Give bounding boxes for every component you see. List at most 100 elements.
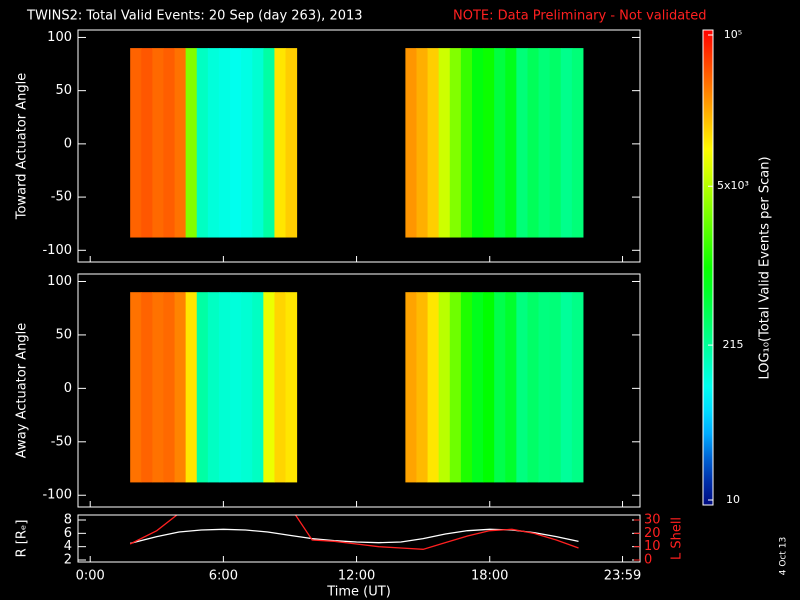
y-axis-label: Toward Actuator Angle [15, 73, 30, 220]
heatmap-cell [230, 292, 242, 483]
heatmap-cell [483, 292, 495, 483]
x-tick-label: 23:59 [604, 569, 641, 584]
line-series [129, 515, 579, 550]
heatmap-cell [252, 292, 264, 483]
heatmap-cell [438, 48, 451, 238]
heatmap-cell [483, 48, 495, 238]
y2-tick-label: 0 [644, 553, 652, 568]
y-tick-label: 4 [64, 539, 72, 554]
y-tick-label: -100 [42, 488, 72, 503]
y-tick-label: 2 [64, 553, 72, 568]
heatmap-cell [516, 48, 528, 238]
y-axis-label: R [Rₑ] [15, 520, 30, 558]
panel [130, 48, 584, 238]
heatmap-cell [549, 48, 562, 238]
heatmap-cell [252, 48, 264, 238]
heatmap-cell [560, 48, 573, 238]
heatmap-cell [494, 48, 506, 238]
heatmap-cell [527, 48, 540, 238]
heatmap-cell [152, 292, 164, 483]
panel-frame [77, 514, 641, 563]
heatmap-cell [460, 292, 473, 483]
heatmap-cell [196, 292, 209, 483]
colorbar-tick-label: 10 [726, 493, 740, 506]
heatmap-cell [285, 292, 298, 483]
heatmap-cell [141, 292, 153, 483]
heatmap-cell [460, 48, 473, 238]
y2-tick-label: 10 [644, 539, 661, 554]
heatmap-cell [449, 292, 462, 483]
x-tick-label: 6:00 [209, 569, 238, 584]
y2-tick-label: 20 [644, 526, 661, 541]
heatmap-cell [274, 292, 287, 483]
heatmap-cell [174, 48, 187, 238]
heatmap-cell [218, 48, 231, 238]
heatmap-cell [185, 292, 198, 483]
heatmap-cell [274, 48, 287, 238]
heatmap-cell [163, 292, 176, 483]
heatmap-cell [516, 292, 528, 483]
colorbar [702, 29, 714, 506]
heatmap-cell [549, 292, 562, 483]
heatmap-cell [449, 48, 462, 238]
heatmap-cell [471, 48, 484, 238]
y-tick-label: -50 [51, 434, 72, 449]
heatmap-cell [163, 48, 176, 238]
x-tick-label: 0:00 [76, 569, 105, 584]
heatmap-cell [427, 292, 440, 483]
date-stamp: 4 Oct 13 [779, 537, 789, 575]
heatmap-cell [438, 292, 451, 483]
panel-frame [77, 29, 641, 263]
heatmap-cell [130, 48, 142, 238]
heatmap-cell [427, 48, 440, 238]
heatmap-cell [527, 292, 540, 483]
colorbar-tick-label: 10⁵ [724, 28, 742, 41]
heatmap-cell [285, 48, 298, 238]
heatmap-cell [241, 292, 253, 483]
heatmap-cell [207, 292, 220, 483]
heatmap-cell [230, 48, 242, 238]
heatmap-cell [494, 292, 506, 483]
heatmap-cell [263, 48, 275, 238]
y-tick-label: 100 [47, 274, 72, 289]
heatmap-cell [571, 292, 584, 483]
heatmap-cell [505, 48, 517, 238]
heatmap-cell [471, 292, 484, 483]
y-tick-label: -100 [42, 243, 72, 258]
y-tick-label: -50 [51, 190, 72, 205]
y2-axis-label: L Shell [670, 517, 685, 560]
y-tick-label: 50 [55, 83, 72, 98]
heatmap-cell [405, 292, 417, 483]
colorbar-label: LOG₁₀(Total Valid Events per Scan) [758, 156, 773, 379]
heatmap-cell [185, 48, 198, 238]
colorbar-tick-label: 215 [723, 338, 744, 351]
heatmap-cell [207, 48, 220, 238]
y-tick-label: 6 [64, 526, 72, 541]
y-tick-label: 8 [64, 513, 72, 528]
panel [130, 292, 584, 483]
colorbar-tick-label: 5x10³ [717, 179, 749, 192]
y-tick-label: 0 [64, 381, 72, 396]
y2-tick-label: 30 [644, 513, 661, 528]
y-tick-label: 100 [47, 30, 72, 45]
y-axis-label: Away Actuator Angle [15, 323, 30, 458]
heatmap-cell [130, 292, 142, 483]
heatmap-cell [218, 292, 231, 483]
title: TWINS2: Total Valid Events: 20 Sep (day … [26, 9, 363, 24]
heatmap-cell [571, 48, 584, 238]
heatmap-cell [405, 48, 417, 238]
heatmap-cell [416, 292, 429, 483]
heatmap-cell [505, 292, 517, 483]
heatmap-cell [560, 292, 573, 483]
heatmap-cell [152, 48, 164, 238]
heatmap-cell [416, 48, 429, 238]
y-tick-label: 0 [64, 136, 72, 151]
x-tick-label: 18:00 [471, 569, 508, 584]
heatmap-cell [141, 48, 153, 238]
panel-frame [77, 273, 641, 508]
heatmap-cell [241, 48, 253, 238]
note: NOTE: Data Preliminary - Not validated [453, 9, 707, 24]
heatmap-cell [196, 48, 209, 238]
